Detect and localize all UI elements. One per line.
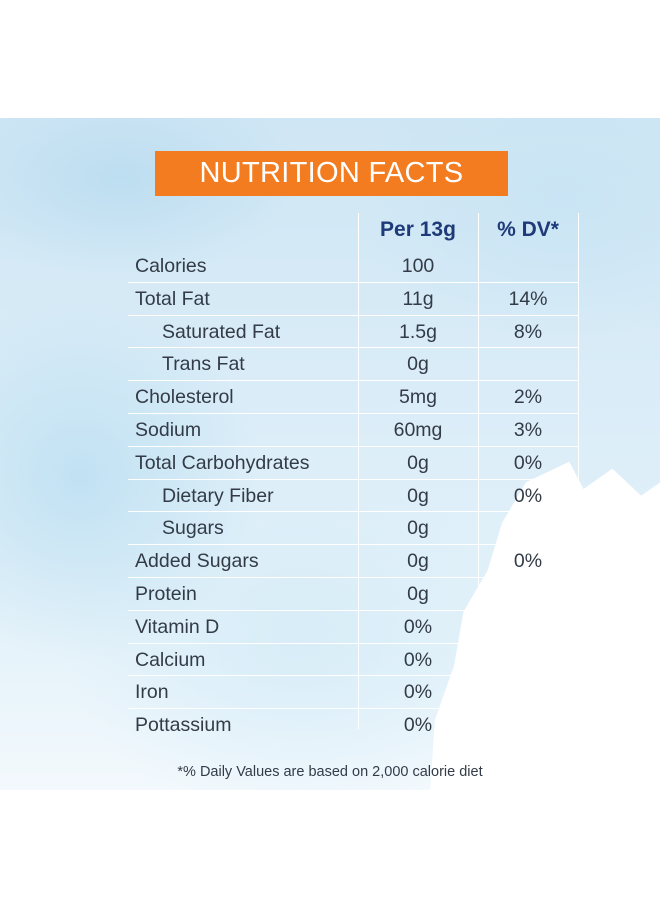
- column-heading-per-serving: Per 13g: [380, 218, 456, 241]
- nutrient-label: Sodium: [135, 418, 202, 441]
- daily-value: 0%: [513, 550, 543, 573]
- table-row: Added Sugars 0g 0%: [128, 545, 578, 578]
- per-serving-value: 0g: [407, 550, 429, 573]
- table-row: Total Fat 11g 14%: [128, 283, 578, 316]
- per-serving-value: 0%: [403, 615, 433, 638]
- column-heading-daily-value: % DV*: [497, 218, 559, 241]
- nutrient-label: Calories: [135, 255, 207, 277]
- table-row: Calories 100: [128, 250, 578, 283]
- nutrient-label: Calcium: [135, 648, 206, 671]
- per-serving-value: 0g: [407, 353, 429, 376]
- daily-value: 14%: [508, 287, 548, 310]
- daily-value: 3%: [513, 418, 543, 441]
- nutrient-label: Total Carbohydrates: [135, 451, 310, 474]
- table-row: Sugars 0g: [128, 512, 578, 546]
- per-serving-value: 1.5g: [399, 320, 437, 343]
- table-row: Vitamin D 0%: [128, 611, 578, 644]
- table-row: Protein 0g: [128, 578, 578, 611]
- nutrient-label: Pottassium: [135, 714, 232, 737]
- nutrient-label: Saturated Fat: [162, 320, 281, 343]
- nutrient-label: Vitamin D: [135, 615, 220, 638]
- daily-value: 0%: [513, 451, 543, 474]
- column-divider: [578, 213, 579, 729]
- nutrition-table: Calories 100 Total Fat 11g 14% Saturated Fa…: [128, 250, 578, 741]
- per-serving-value: 0g: [407, 517, 429, 540]
- nutrient-label: Protein: [135, 582, 197, 605]
- per-serving-value: 11g: [402, 287, 434, 310]
- per-serving-value: 0%: [403, 681, 433, 704]
- table-row: Cholesterol 5mg 2%: [128, 381, 578, 414]
- nutrient-label: Cholesterol: [135, 386, 234, 409]
- per-serving-value: 0g: [407, 451, 429, 474]
- table-row: Pottassium 0%: [128, 709, 578, 741]
- table-row: Dietary Fiber 0g 0%: [128, 480, 578, 513]
- per-serving-value: 100: [401, 255, 435, 277]
- table-row: Saturated Fat 1.5g 8%: [128, 316, 578, 349]
- daily-value: 8%: [513, 320, 543, 343]
- table-row: Calcium 0%: [128, 644, 578, 677]
- nutrient-label: Sugars: [162, 517, 224, 540]
- per-serving-value: 5mg: [399, 386, 437, 409]
- daily-value: 2%: [513, 386, 543, 409]
- table-row: Trans Fat 0g: [128, 348, 578, 382]
- daily-value: 0%: [513, 484, 543, 507]
- nutrition-facts-title: NUTRITION FACTS: [155, 151, 508, 196]
- nutrient-label: Added Sugars: [135, 550, 259, 573]
- nutrient-label: Dietary Fiber: [162, 484, 274, 507]
- per-serving-value: 0%: [403, 714, 433, 737]
- footnote: *% Daily Values are based on 2,000 calor…: [177, 764, 483, 780]
- per-serving-value: 0%: [403, 648, 433, 671]
- nutrient-label: Iron: [135, 681, 169, 704]
- nutrient-label: Trans Fat: [162, 353, 245, 376]
- column-divider: [478, 213, 479, 729]
- per-serving-value: 60mg: [393, 418, 443, 441]
- per-serving-value: 0g: [407, 484, 429, 507]
- per-serving-value: 0g: [407, 582, 429, 605]
- table-row: Total Carbohydrates 0g 0%: [128, 447, 578, 480]
- table-row: Iron 0%: [128, 676, 578, 710]
- nutrient-label: Total Fat: [135, 287, 210, 310]
- table-row: Sodium 60mg 3%: [128, 414, 578, 447]
- column-divider: [358, 213, 359, 729]
